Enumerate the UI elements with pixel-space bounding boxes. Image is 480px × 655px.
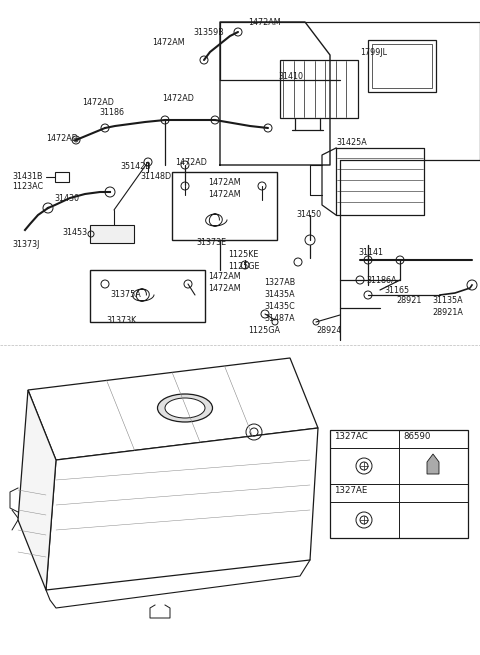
Text: 1799JL: 1799JL xyxy=(360,48,387,57)
Text: 31148D: 31148D xyxy=(140,172,171,181)
Text: 31141: 31141 xyxy=(358,248,383,257)
Text: 1327AB: 1327AB xyxy=(264,278,295,287)
Text: 1472AM: 1472AM xyxy=(248,18,281,27)
Text: 28921: 28921 xyxy=(396,296,421,305)
Polygon shape xyxy=(427,454,439,474)
Text: 31186A: 31186A xyxy=(366,276,396,285)
Text: 31373E: 31373E xyxy=(196,238,226,247)
Text: 31431B: 31431B xyxy=(12,172,43,181)
Text: 1327AE: 1327AE xyxy=(334,486,367,495)
Text: 1472AM: 1472AM xyxy=(208,272,240,281)
Bar xyxy=(90,270,205,322)
Ellipse shape xyxy=(165,398,205,418)
Text: 28921A: 28921A xyxy=(432,308,463,317)
Text: 31425A: 31425A xyxy=(336,138,367,147)
Circle shape xyxy=(73,138,79,143)
Bar xyxy=(90,225,134,243)
Text: 1472AD: 1472AD xyxy=(46,134,78,143)
Text: 31186: 31186 xyxy=(99,108,124,117)
Text: 1327AC: 1327AC xyxy=(334,432,368,441)
Bar xyxy=(372,44,432,88)
Text: 31435A: 31435A xyxy=(264,290,295,299)
Text: 28924: 28924 xyxy=(316,326,341,335)
Text: 1125GA: 1125GA xyxy=(248,326,280,335)
Text: 1125GE: 1125GE xyxy=(228,262,260,271)
Text: 1472AD: 1472AD xyxy=(175,158,207,167)
Text: 31135A: 31135A xyxy=(432,296,463,305)
Text: 31450: 31450 xyxy=(296,210,321,219)
Text: 1472AM: 1472AM xyxy=(208,178,240,187)
Text: 1123AC: 1123AC xyxy=(12,182,43,191)
Text: 86590: 86590 xyxy=(403,432,431,441)
Bar xyxy=(368,40,436,92)
Text: 31435C: 31435C xyxy=(264,302,295,311)
Text: 1125KE: 1125KE xyxy=(228,250,258,259)
Text: 1472AD: 1472AD xyxy=(82,98,114,107)
Bar xyxy=(55,172,69,182)
Bar xyxy=(172,172,277,240)
Text: 1472AD: 1472AD xyxy=(162,94,194,103)
Polygon shape xyxy=(28,358,318,460)
Text: 31375A: 31375A xyxy=(110,290,141,299)
Text: 31165: 31165 xyxy=(384,286,409,295)
Text: 1472AM: 1472AM xyxy=(208,190,240,199)
Polygon shape xyxy=(46,428,318,590)
Text: 1472AM: 1472AM xyxy=(208,284,240,293)
Text: 35142B: 35142B xyxy=(120,162,151,171)
Text: 31373K: 31373K xyxy=(107,316,137,325)
Text: 31453: 31453 xyxy=(62,228,87,237)
Polygon shape xyxy=(18,390,56,590)
Bar xyxy=(280,60,358,118)
Ellipse shape xyxy=(157,394,213,422)
Text: 31430: 31430 xyxy=(54,194,79,203)
Text: 31373J: 31373J xyxy=(12,240,39,249)
Text: 31410: 31410 xyxy=(278,72,303,81)
Text: 31359B: 31359B xyxy=(193,28,224,37)
Text: 1472AM: 1472AM xyxy=(152,38,185,47)
Bar xyxy=(330,430,468,538)
Text: 31487A: 31487A xyxy=(264,314,295,323)
